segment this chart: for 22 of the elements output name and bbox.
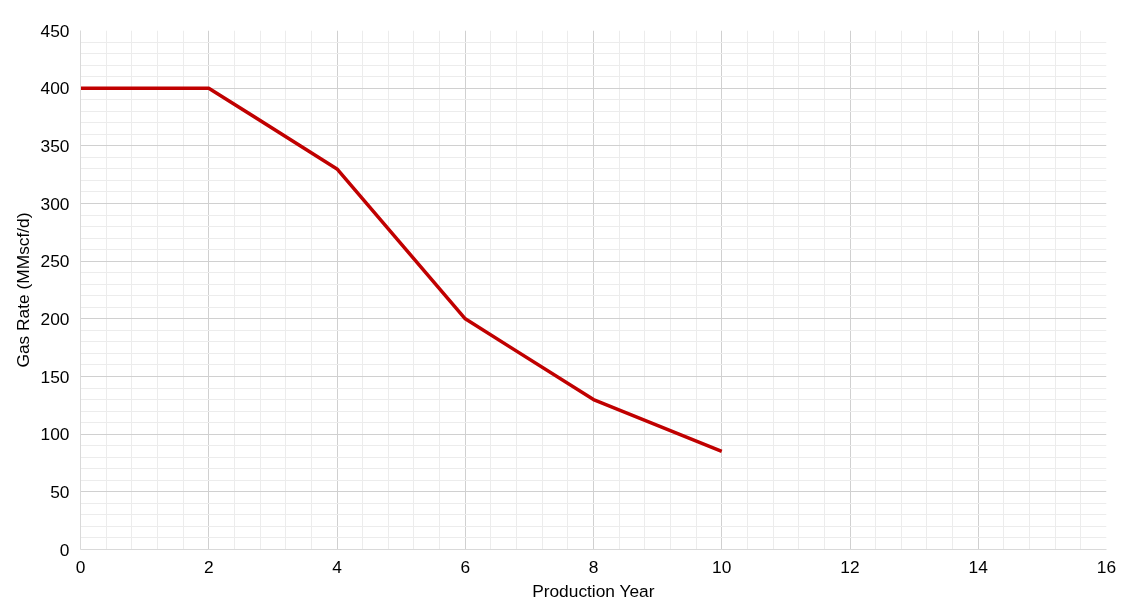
y-tick-label: 450 [40,20,70,41]
x-tick-label: 0 [75,556,86,577]
y-tick-label: 400 [40,78,70,99]
x-tick-label: 4 [332,556,343,577]
x-tick-label: 8 [588,556,599,577]
y-tick-label: 150 [40,366,70,387]
y-tick-label: 200 [40,308,70,329]
x-tick-label: 12 [840,556,860,577]
y-tick-label: 300 [40,193,70,214]
y-tick-label: 350 [40,135,70,156]
y-tick-label: 50 [50,481,70,502]
x-axis-title: Production Year [532,580,655,601]
x-tick-label: 14 [968,556,989,577]
line-series [80,86,724,454]
y-tick-label: 100 [40,424,70,445]
y-axis-title: Gas Rate (MMscf/d) [12,212,33,368]
x-tick-label: 2 [203,556,214,577]
x-tick-label: 6 [460,556,471,577]
y-tick-label: 250 [40,251,70,272]
x-tick-label: 10 [712,556,732,577]
x-tick-label: 16 [1096,556,1117,577]
y-tick-label: 0 [59,539,70,560]
